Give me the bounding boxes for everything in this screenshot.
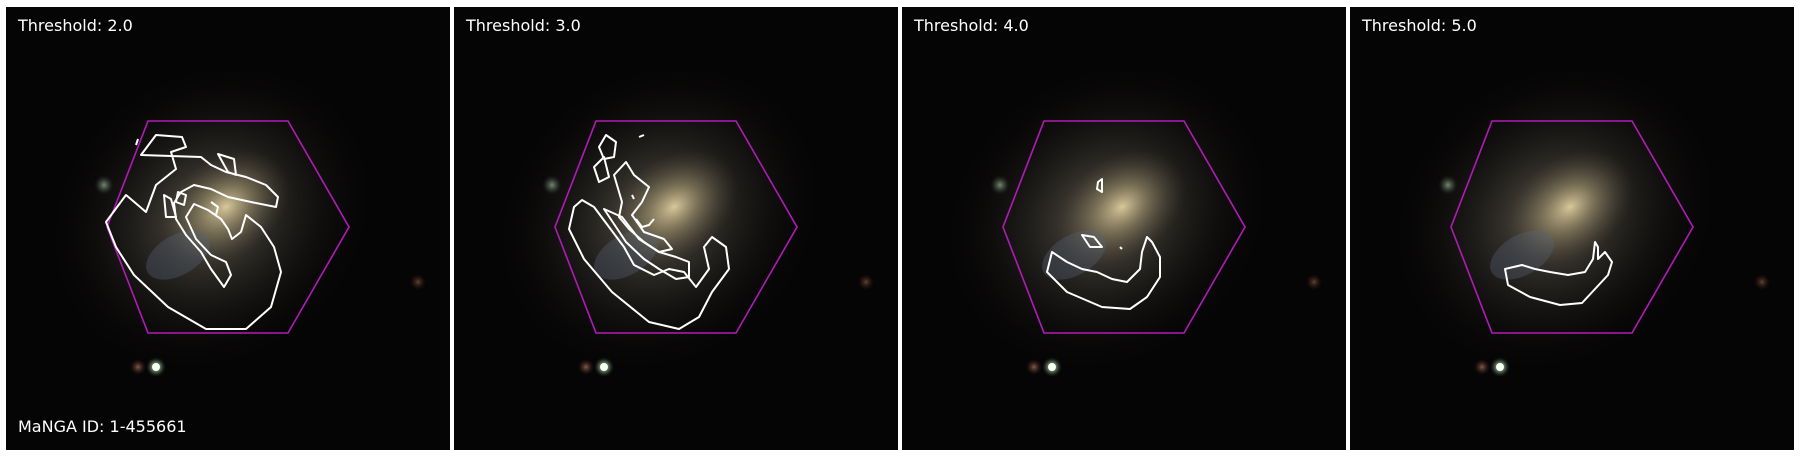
ifu-hexagon	[1450, 120, 1694, 334]
contour-lines	[568, 134, 730, 330]
panel-threshold-5: Threshold: 5.0	[1350, 7, 1794, 450]
threshold-label: Threshold: 5.0	[1362, 16, 1477, 35]
galaxy-image	[1350, 7, 1794, 450]
ifu-hexagon	[1002, 120, 1246, 334]
ifu-hexagon	[554, 120, 798, 334]
figure-strip: Threshold: 2.0 MaNGA ID: 1-455661	[6, 7, 1794, 450]
contour-lines	[1504, 241, 1613, 306]
threshold-label: Threshold: 2.0	[18, 16, 133, 35]
contour-lines	[105, 134, 282, 330]
galaxy-image	[6, 7, 450, 450]
panel-threshold-2: Threshold: 2.0 MaNGA ID: 1-455661	[6, 7, 450, 450]
threshold-label: Threshold: 3.0	[466, 16, 581, 35]
galaxy-image	[454, 7, 898, 450]
threshold-label: Threshold: 4.0	[914, 16, 1029, 35]
panel-threshold-4: Threshold: 4.0	[902, 7, 1346, 450]
galaxy-image	[902, 7, 1346, 450]
panel-threshold-3: Threshold: 3.0	[454, 7, 898, 450]
contour-lines	[1046, 178, 1161, 310]
manga-id-label: MaNGA ID: 1-455661	[18, 417, 187, 436]
